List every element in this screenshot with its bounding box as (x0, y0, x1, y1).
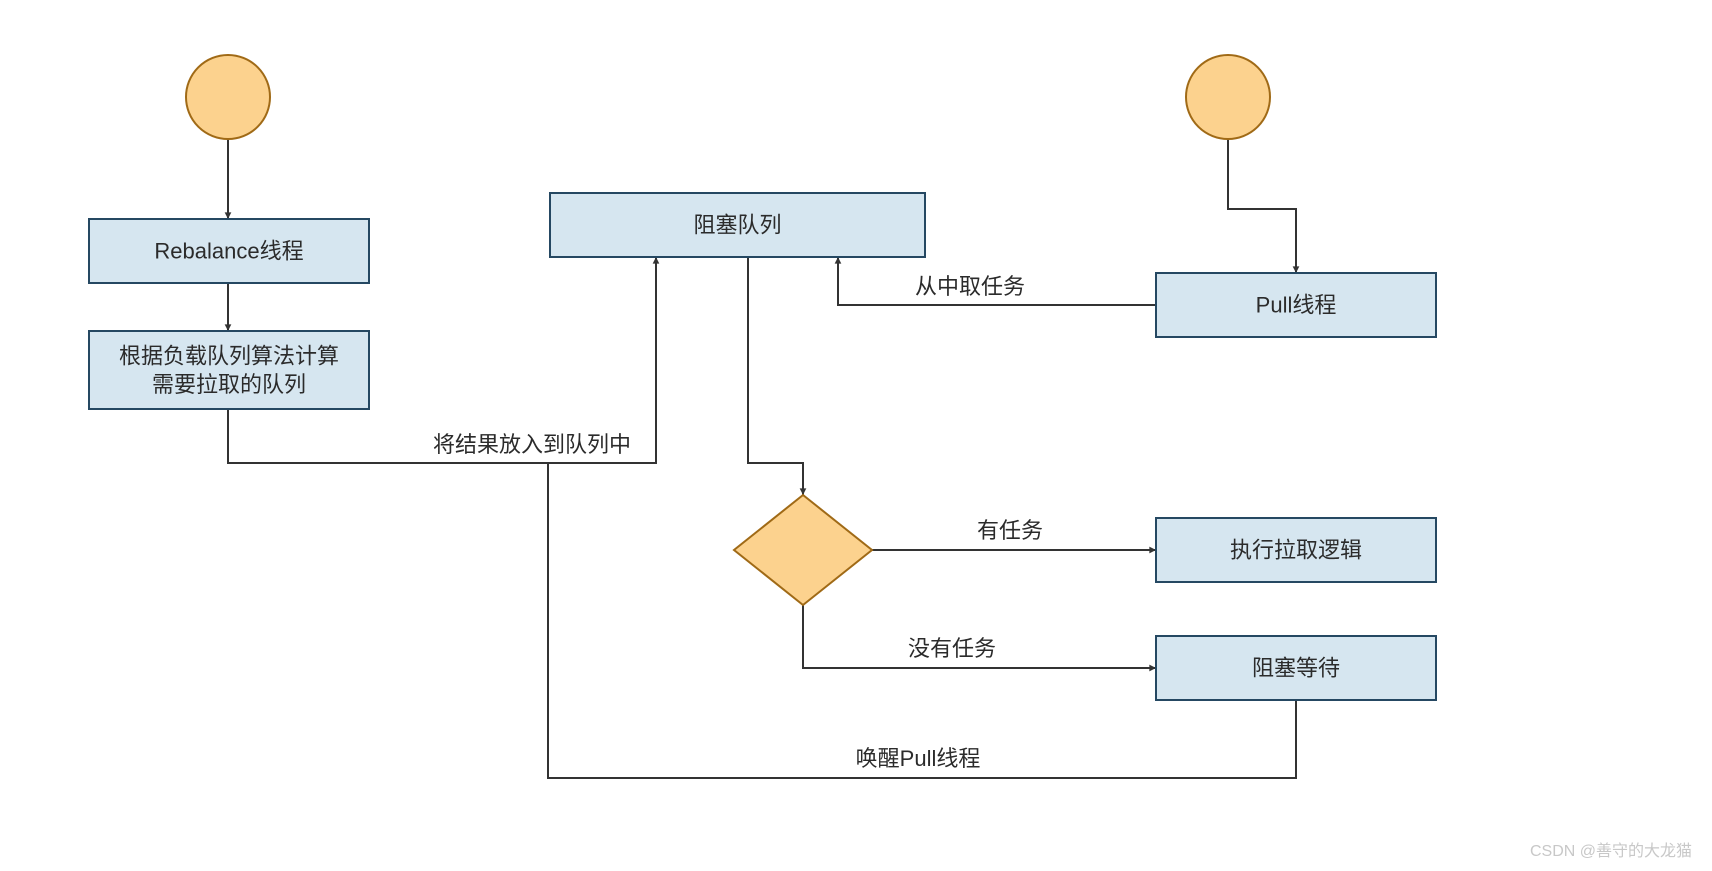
process-node-block_queue-label: 阻塞队列 (693, 213, 781, 238)
process-node-calc_queue-label: 需要拉取的队列 (152, 372, 306, 397)
process-node-exec_pull-label: 执行拉取逻辑 (1230, 538, 1362, 563)
process-node-rebalance-label: Rebalance线程 (154, 239, 303, 264)
edge-e4 (1228, 139, 1296, 273)
decision-node-decision (734, 495, 872, 605)
watermark-text: CSDN @善守的大龙猫 (1530, 837, 1692, 861)
process-node-pull_thread-label: Pull线程 (1256, 293, 1337, 318)
edge-label-e3: 将结果放入到队列中 (433, 432, 631, 457)
edge-e6 (748, 257, 803, 495)
edge-label-e7: 有任务 (977, 518, 1043, 543)
process-node-block_wait-label: 阻塞等待 (1252, 656, 1340, 681)
flowchart-canvas: 将结果放入到队列中 从中取任务有任务没有任务唤醒Pull线程 Rebalance线程… (0, 0, 1712, 871)
start-node-start_right (1186, 55, 1270, 139)
edge-label-e9: 唤醒Pull线程 (856, 746, 981, 771)
edge-e9 (548, 463, 1296, 778)
process-node-calc_queue-label: 根据负载队列算法计算 (119, 343, 339, 368)
edge-label-e8: 没有任务 (908, 636, 996, 661)
edge-label-e5: 从中取任务 (915, 274, 1025, 299)
start-node-start_left (186, 55, 270, 139)
